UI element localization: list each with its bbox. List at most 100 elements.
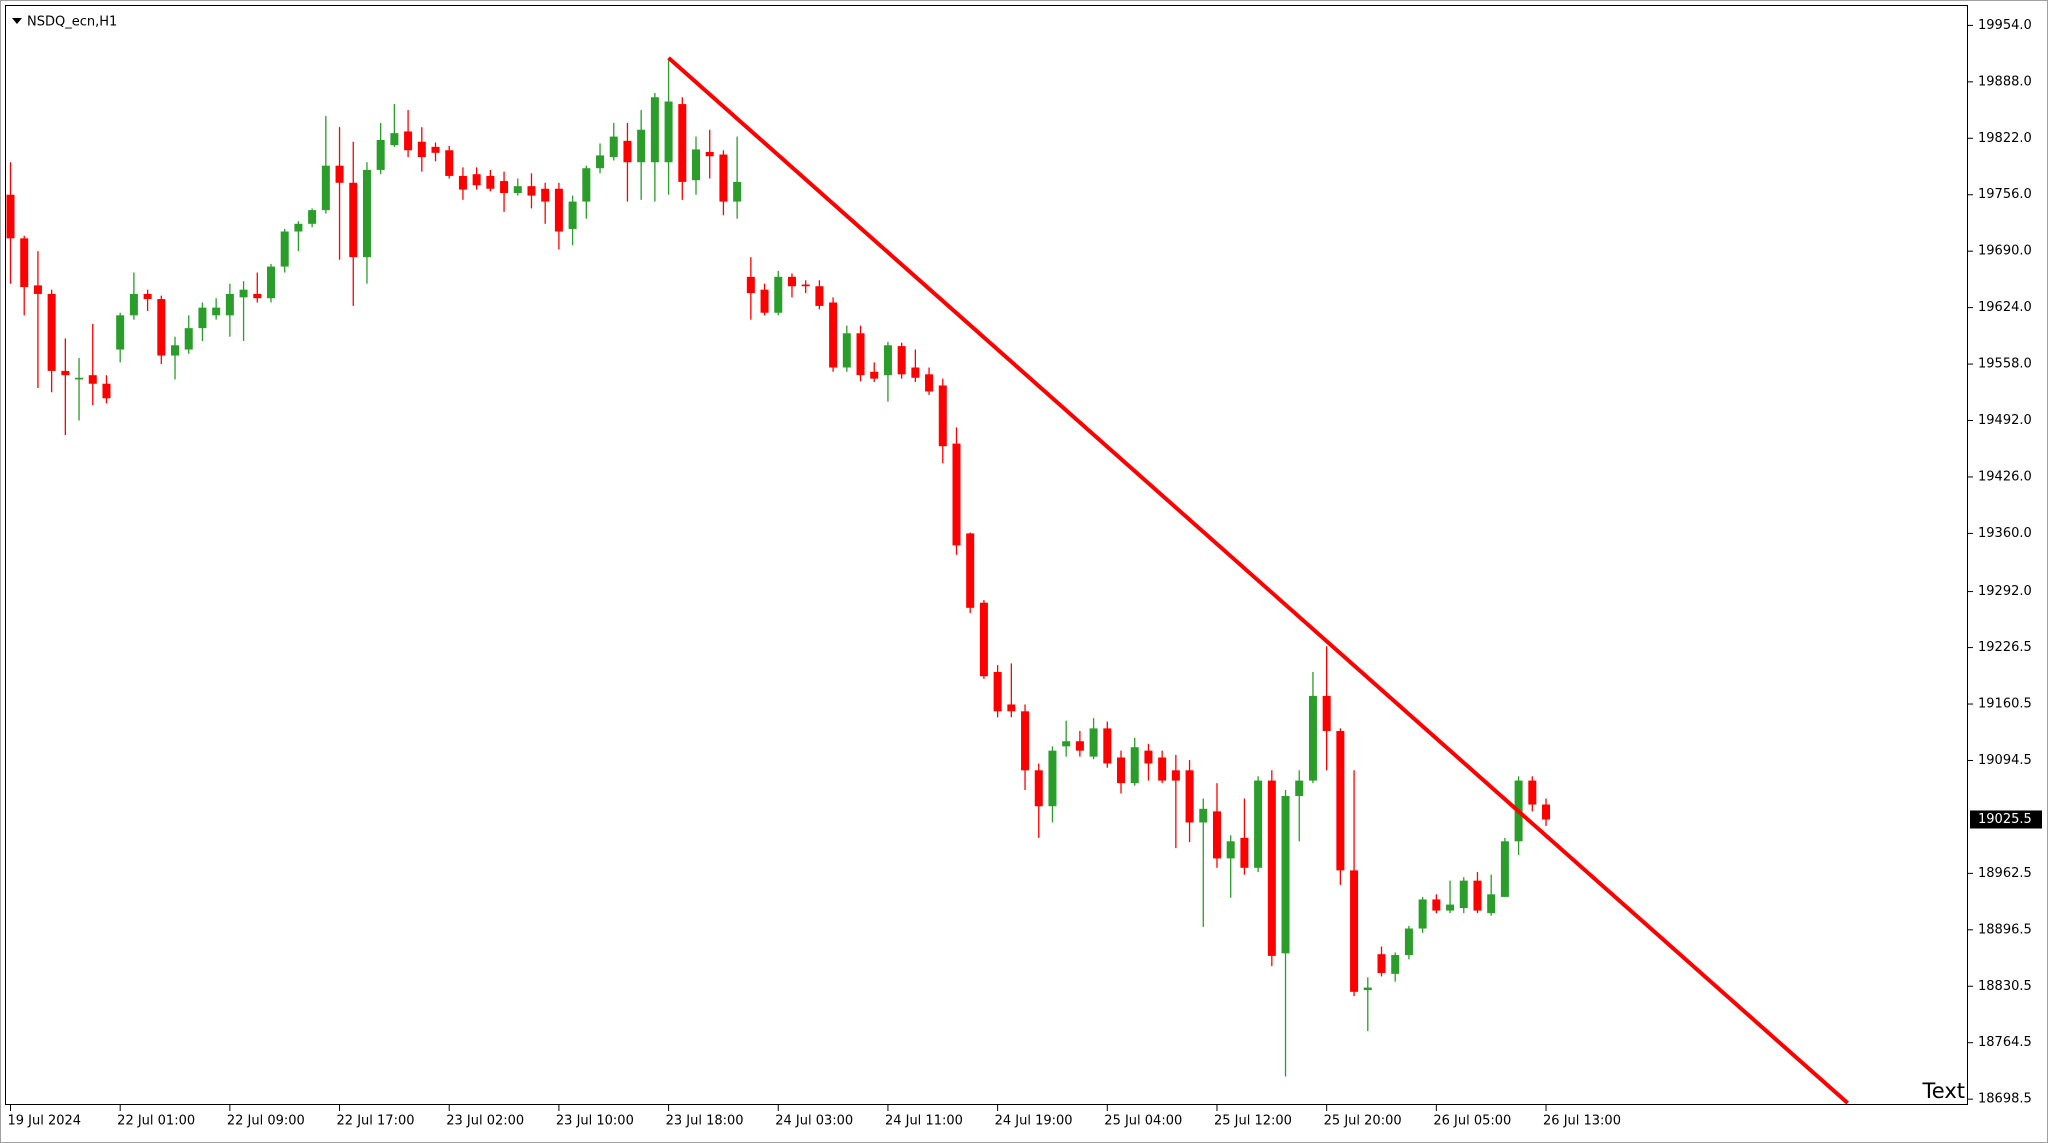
- candle-body: [733, 181, 742, 202]
- candle-body: [20, 238, 29, 288]
- candle-body: [568, 201, 577, 229]
- x-tick-label: 24 Jul 03:00: [775, 1114, 853, 1129]
- candle-body: [1350, 870, 1359, 992]
- trendline: [667, 56, 1849, 1105]
- candle-body: [513, 186, 522, 194]
- candle-body: [719, 154, 728, 202]
- y-tick-label: 18698.5: [1978, 1092, 2032, 1107]
- y-tick-label: 19492.0: [1978, 413, 2032, 428]
- candle-body: [1404, 928, 1413, 956]
- candle-body: [1171, 770, 1180, 781]
- candle-body: [870, 371, 879, 379]
- candle-body: [362, 169, 371, 258]
- candle-body: [911, 367, 920, 378]
- candle-body: [938, 385, 947, 447]
- candle-body: [1473, 880, 1482, 911]
- chart-title: NSDQ_ecn,H1: [27, 15, 117, 30]
- candle-body: [774, 276, 783, 313]
- candle-body: [1336, 730, 1345, 871]
- y-tick-label: 18962.5: [1978, 866, 2032, 881]
- x-tick-label: 22 Jul 17:00: [337, 1114, 415, 1129]
- y-tick-label: 19226.5: [1978, 640, 2032, 655]
- candle-body: [650, 97, 659, 163]
- candle-body: [1130, 747, 1139, 784]
- candle-body: [1103, 728, 1112, 764]
- candle-body: [623, 140, 632, 163]
- candle-body: [1281, 795, 1290, 954]
- y-tick-label: 18764.5: [1978, 1035, 2032, 1050]
- candle-body: [637, 129, 646, 163]
- candle-body: [1240, 837, 1249, 868]
- candle-body: [1418, 899, 1427, 929]
- candle-body: [1117, 757, 1126, 784]
- candles: [6, 57, 1551, 1077]
- candle-body: [335, 165, 344, 183]
- candle-body: [1446, 904, 1455, 911]
- candle-body: [390, 133, 399, 146]
- menu-triangle[interactable]: [12, 18, 22, 24]
- candle-body: [979, 602, 988, 677]
- candle-body: [1062, 741, 1071, 747]
- x-tick-label: 22 Jul 09:00: [227, 1114, 305, 1129]
- candle-body: [1199, 808, 1208, 823]
- x-tick-label: 26 Jul 05:00: [1433, 1114, 1511, 1129]
- candle-body: [1007, 704, 1016, 712]
- candle-body: [1391, 955, 1400, 974]
- x-tick-label: 23 Jul 10:00: [556, 1114, 634, 1129]
- candle-body: [171, 345, 180, 356]
- candle-body: [1034, 770, 1043, 807]
- candle-body: [143, 293, 152, 300]
- y-tick-label: 19888.0: [1978, 74, 2032, 89]
- y-tick-label: 19822.0: [1978, 131, 2032, 146]
- candle-body: [993, 671, 1002, 712]
- candle-body: [88, 375, 97, 384]
- candle-body: [842, 333, 851, 368]
- candle-body: [1459, 880, 1468, 909]
- candle-body: [1254, 780, 1263, 868]
- candle-body: [1089, 728, 1098, 757]
- x-tick-label: 25 Jul 12:00: [1214, 1114, 1292, 1129]
- candle-body: [596, 155, 605, 169]
- candle-body: [266, 266, 275, 299]
- candle-body: [308, 210, 317, 224]
- candle-body: [1308, 695, 1317, 781]
- candle-body: [1144, 750, 1153, 764]
- y-tick-label: 19360.0: [1978, 526, 2032, 541]
- candle-body: [815, 286, 824, 306]
- candle-body: [1500, 841, 1509, 897]
- candle-body: [253, 293, 262, 299]
- candle-body: [458, 175, 467, 190]
- candle-body: [1377, 954, 1386, 974]
- candle-body: [75, 377, 84, 380]
- candle-body: [280, 231, 289, 267]
- candle-body: [404, 131, 413, 151]
- candle-body: [129, 293, 138, 316]
- candle-body: [787, 276, 796, 287]
- candle-body: [829, 302, 838, 368]
- candle-body: [1528, 780, 1537, 805]
- text-object: Text: [1922, 1079, 1965, 1103]
- candle-body: [294, 223, 303, 232]
- x-tick-label: 23 Jul 02:00: [446, 1114, 524, 1129]
- candle-body: [376, 139, 385, 170]
- x-tick-label: 25 Jul 04:00: [1104, 1114, 1182, 1129]
- x-tick-label: 23 Jul 18:00: [666, 1114, 744, 1129]
- candle-body: [61, 370, 70, 376]
- candle-body: [33, 285, 42, 294]
- candle-body: [1487, 894, 1496, 914]
- candle-body: [582, 168, 591, 202]
- candle-body: [184, 328, 193, 350]
- y-tick-label: 19094.5: [1978, 753, 2032, 768]
- candle-body: [102, 383, 111, 399]
- candle-body: [952, 443, 961, 546]
- candle-body: [198, 307, 207, 329]
- candle-body: [321, 165, 330, 211]
- candle-body: [225, 293, 234, 316]
- candle-body: [705, 151, 714, 157]
- candle-body: [1432, 899, 1441, 911]
- candle-body: [472, 174, 481, 186]
- y-tick-label: 19292.0: [1978, 584, 2032, 599]
- y-tick-label: 19690.0: [1978, 244, 2032, 259]
